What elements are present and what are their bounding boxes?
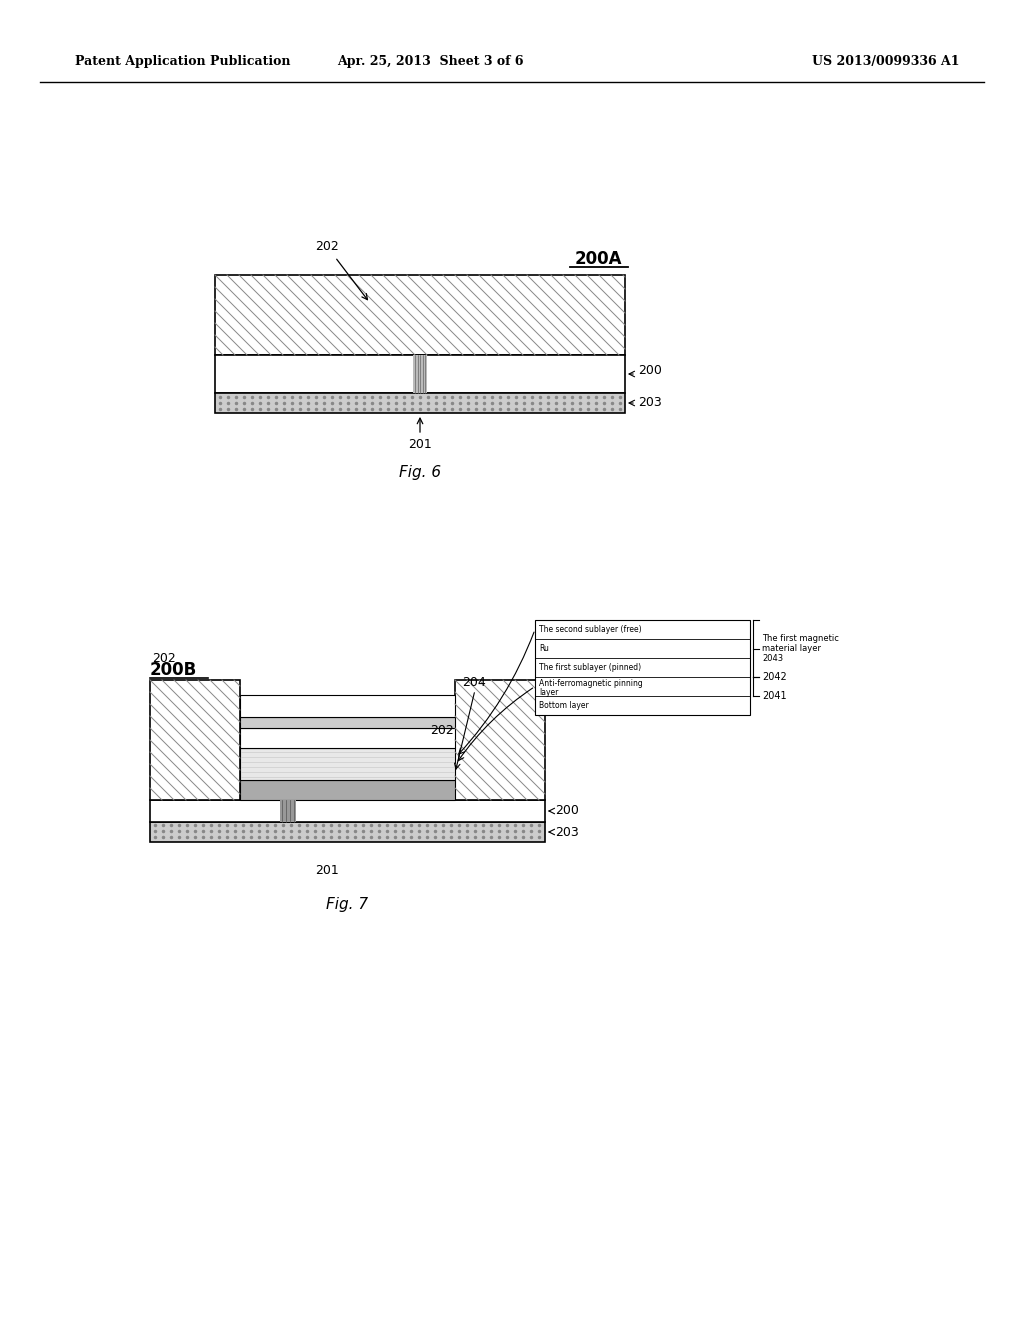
- Text: 200A: 200A: [574, 249, 622, 268]
- Text: Fig. 6: Fig. 6: [399, 466, 441, 480]
- Text: US 2013/0099336 A1: US 2013/0099336 A1: [812, 55, 961, 69]
- Text: 200: 200: [555, 804, 579, 817]
- Bar: [150, 822, 545, 842]
- Bar: [215, 355, 625, 393]
- Bar: [215, 393, 625, 413]
- Bar: [240, 696, 455, 717]
- Text: The first sublayer (pinned): The first sublayer (pinned): [539, 663, 641, 672]
- Text: 202: 202: [315, 240, 339, 253]
- Text: 202: 202: [152, 652, 176, 664]
- Text: The first magnetic
material layer
2043: The first magnetic material layer 2043: [762, 634, 839, 664]
- Bar: [240, 729, 455, 748]
- Bar: [150, 800, 545, 822]
- Text: Anti-ferromagnetic pinning: Anti-ferromagnetic pinning: [539, 678, 643, 688]
- Bar: [240, 748, 455, 780]
- Bar: [240, 780, 455, 800]
- Text: Ru: Ru: [539, 644, 549, 653]
- Text: 2042: 2042: [762, 672, 786, 682]
- Text: Fig. 7: Fig. 7: [327, 896, 369, 912]
- Text: 202: 202: [430, 723, 454, 737]
- Text: 201: 201: [315, 863, 339, 876]
- Text: layer: layer: [539, 688, 558, 697]
- Bar: [455, 680, 545, 800]
- Bar: [215, 275, 625, 355]
- Text: 200B: 200B: [150, 661, 198, 678]
- Text: 201: 201: [409, 438, 432, 451]
- Text: 2041: 2041: [762, 690, 786, 701]
- Bar: [281, 800, 296, 822]
- Text: 203: 203: [638, 396, 662, 409]
- Bar: [150, 680, 240, 800]
- Bar: [240, 717, 455, 729]
- Text: 200: 200: [638, 363, 662, 376]
- Text: 203: 203: [555, 825, 579, 838]
- Text: Patent Application Publication: Patent Application Publication: [75, 55, 291, 69]
- Text: Apr. 25, 2013  Sheet 3 of 6: Apr. 25, 2013 Sheet 3 of 6: [337, 55, 523, 69]
- Bar: [535, 620, 750, 715]
- Text: 204: 204: [462, 676, 485, 689]
- Text: Bottom layer: Bottom layer: [539, 701, 589, 710]
- Bar: [413, 355, 427, 393]
- Text: The second sublayer (free): The second sublayer (free): [539, 624, 642, 634]
